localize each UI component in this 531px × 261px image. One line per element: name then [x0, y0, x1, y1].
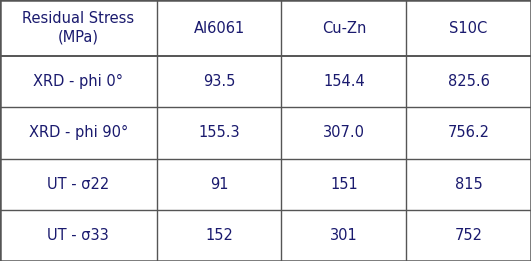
Text: UT - σ22: UT - σ22 [47, 177, 109, 192]
Text: Al6061: Al6061 [193, 21, 245, 35]
Text: XRD - phi 0°: XRD - phi 0° [33, 74, 123, 89]
Text: 154.4: 154.4 [323, 74, 365, 89]
Text: 301: 301 [330, 228, 358, 243]
Text: 307.0: 307.0 [323, 126, 365, 140]
Text: 825.6: 825.6 [448, 74, 490, 89]
Text: UT - σ33: UT - σ33 [47, 228, 109, 243]
Text: S10C: S10C [449, 21, 488, 35]
Text: 155.3: 155.3 [198, 126, 240, 140]
Text: Residual Stress
(MPa): Residual Stress (MPa) [22, 11, 134, 45]
Text: 752: 752 [455, 228, 483, 243]
Text: 756.2: 756.2 [448, 126, 490, 140]
Text: 151: 151 [330, 177, 358, 192]
Text: 815: 815 [455, 177, 483, 192]
Text: 152: 152 [205, 228, 233, 243]
Text: Cu-Zn: Cu-Zn [322, 21, 366, 35]
Text: XRD - phi 90°: XRD - phi 90° [29, 126, 128, 140]
Text: 91: 91 [210, 177, 228, 192]
Text: 93.5: 93.5 [203, 74, 235, 89]
